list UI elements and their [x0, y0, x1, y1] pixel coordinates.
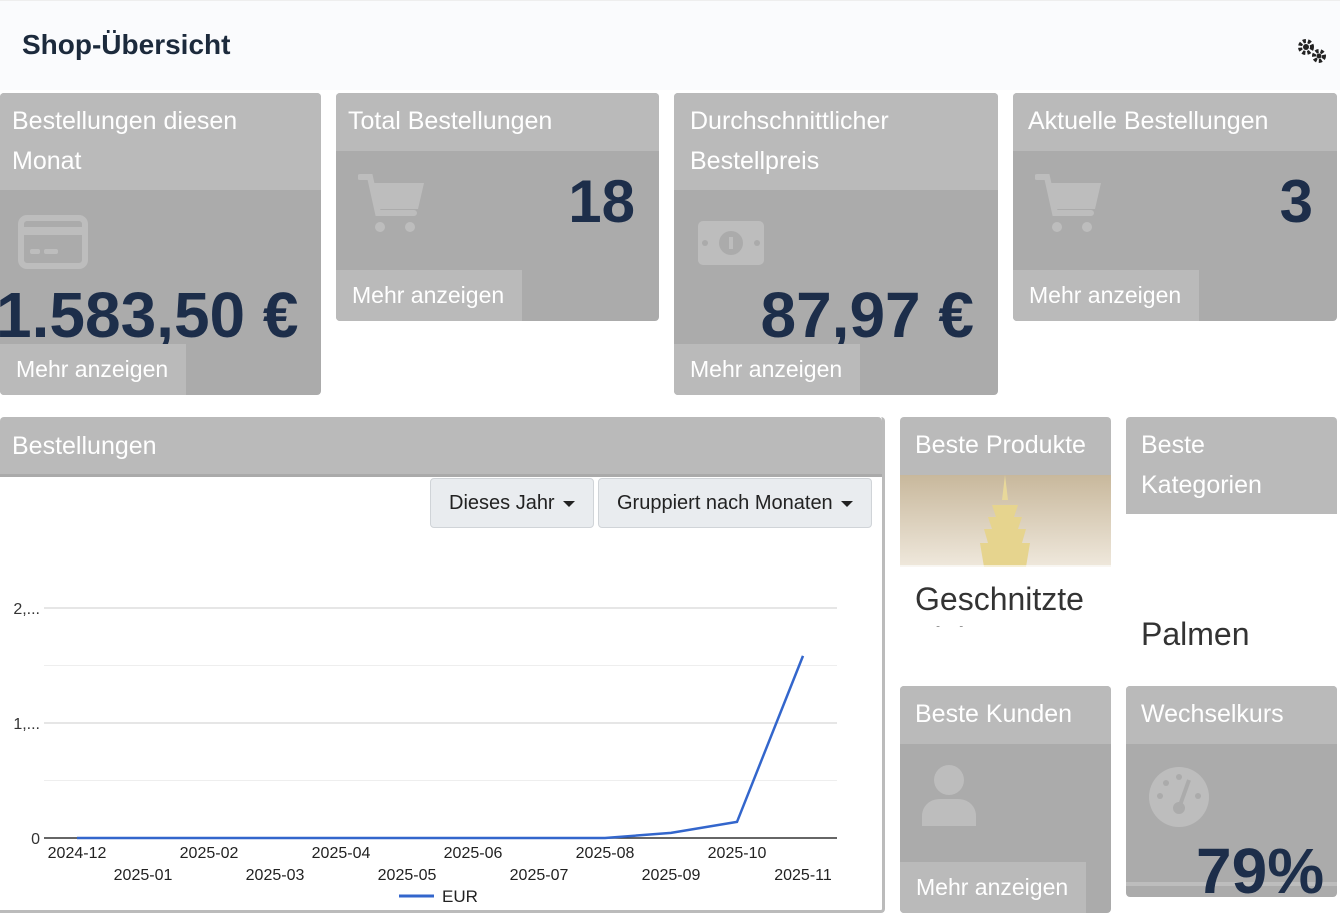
card-title: Wechselkurs	[1126, 686, 1337, 744]
group-dropdown[interactable]: Gruppiert nach Monaten	[598, 478, 872, 528]
user-icon	[922, 765, 976, 826]
card-value: 3	[1279, 168, 1313, 235]
card-title: Aktuelle Bestellungen	[1013, 93, 1337, 151]
more-button[interactable]: Mehr anzeigen	[1013, 270, 1200, 321]
gears-icon[interactable]	[1296, 37, 1328, 65]
card-value: 18	[568, 168, 635, 235]
exchange-value: 79%	[1196, 835, 1325, 897]
range-dropdown-label: Dieses Jahr	[449, 492, 555, 514]
cart-icon	[1035, 174, 1101, 232]
card-orders-this-month: Bestellungen diesen Monat 1.583,50 € Meh…	[0, 93, 321, 395]
panel-title: Bestellungen	[0, 417, 882, 477]
more-button[interactable]: Mehr anzeigen	[674, 344, 861, 395]
x-tick-label: 2025-03	[246, 867, 305, 884]
card-title: Beste Produkte	[900, 417, 1111, 475]
card-value: 1.583,50 €	[0, 279, 299, 351]
caret-down-icon	[562, 500, 575, 507]
x-tick-label: 2025-05	[378, 867, 437, 884]
more-button[interactable]: Mehr anzeigen	[0, 344, 187, 395]
gauge-icon	[1149, 767, 1209, 827]
x-tick-label: 2025-11	[774, 867, 832, 884]
y-tick-label: 1,...	[13, 716, 40, 733]
product-image[interactable]	[900, 475, 1111, 567]
card-total-orders: Total Bestellungen 18 Mehr anzeigen	[336, 93, 659, 321]
card-title: Total Bestellungen	[336, 93, 659, 151]
card-exchange-rate: Wechselkurs 79%	[1126, 686, 1337, 897]
card-average-order-price: Durchschnittlicher Bestellpreis 87,97 € …	[674, 93, 998, 395]
card-best-categories: Beste Kategorien	[1126, 417, 1337, 514]
card-title: Beste Kategorien	[1126, 417, 1337, 514]
card-title: Durchschnittlicher Bestellpreis	[674, 93, 998, 190]
cart-icon	[358, 174, 424, 232]
group-dropdown-label: Gruppiert nach Monaten	[617, 492, 833, 514]
x-tick-label: 2025-10	[708, 845, 767, 862]
card-value: 87,97 €	[760, 279, 974, 351]
range-dropdown[interactable]: Dieses Jahr	[430, 478, 594, 528]
y-tick-label: 0	[31, 831, 40, 848]
page-header: Shop-Übersicht	[0, 0, 1340, 90]
credit-card-icon	[18, 215, 88, 269]
card-title: Beste Kunden	[900, 686, 1111, 744]
more-button[interactable]: Mehr anzeigen	[900, 862, 1087, 913]
orders-line-chart: 0 1,... 2,... 2024-12 2025-01 2025-02 2025-03 2…	[13, 601, 837, 906]
x-tick-label: 2025-08	[576, 845, 635, 862]
card-best-products: Beste Produkte Geschnitzte Fichte, 2,5	[900, 417, 1111, 627]
x-tick-label: 2025-01	[114, 867, 173, 884]
x-tick-label: 2024-12	[48, 845, 107, 862]
product-name[interactable]: Geschnitzte Fichte, 2,5	[915, 581, 1084, 627]
money-bill-icon	[698, 221, 764, 265]
card-current-orders: Aktuelle Bestellungen 3 Mehr anzeigen	[1013, 93, 1337, 321]
y-tick-label: 2,...	[13, 601, 40, 618]
page-title: Shop-Übersicht	[22, 29, 231, 60]
tree-figure-icon	[980, 475, 1030, 567]
legend-label: EUR	[442, 887, 478, 906]
exchange-progress-track	[1126, 882, 1337, 886]
series-line-EUR	[77, 655, 805, 840]
x-tick-label: 2025-04	[312, 845, 371, 862]
x-tick-label: 2025-07	[510, 867, 569, 884]
x-tick-label: 2025-02	[180, 845, 239, 862]
card-best-customers: Beste Kunden Mehr anzeigen	[900, 686, 1111, 913]
x-tick-label: 2025-09	[642, 867, 701, 884]
orders-chart-panel: Bestellungen	[0, 417, 885, 913]
card-title: Bestellungen diesen Monat	[0, 93, 321, 190]
x-tick-label: 2025-06	[444, 845, 503, 862]
more-button[interactable]: Mehr anzeigen	[336, 270, 523, 321]
category-name[interactable]: Palmen	[1141, 616, 1250, 652]
caret-down-icon	[840, 500, 853, 507]
